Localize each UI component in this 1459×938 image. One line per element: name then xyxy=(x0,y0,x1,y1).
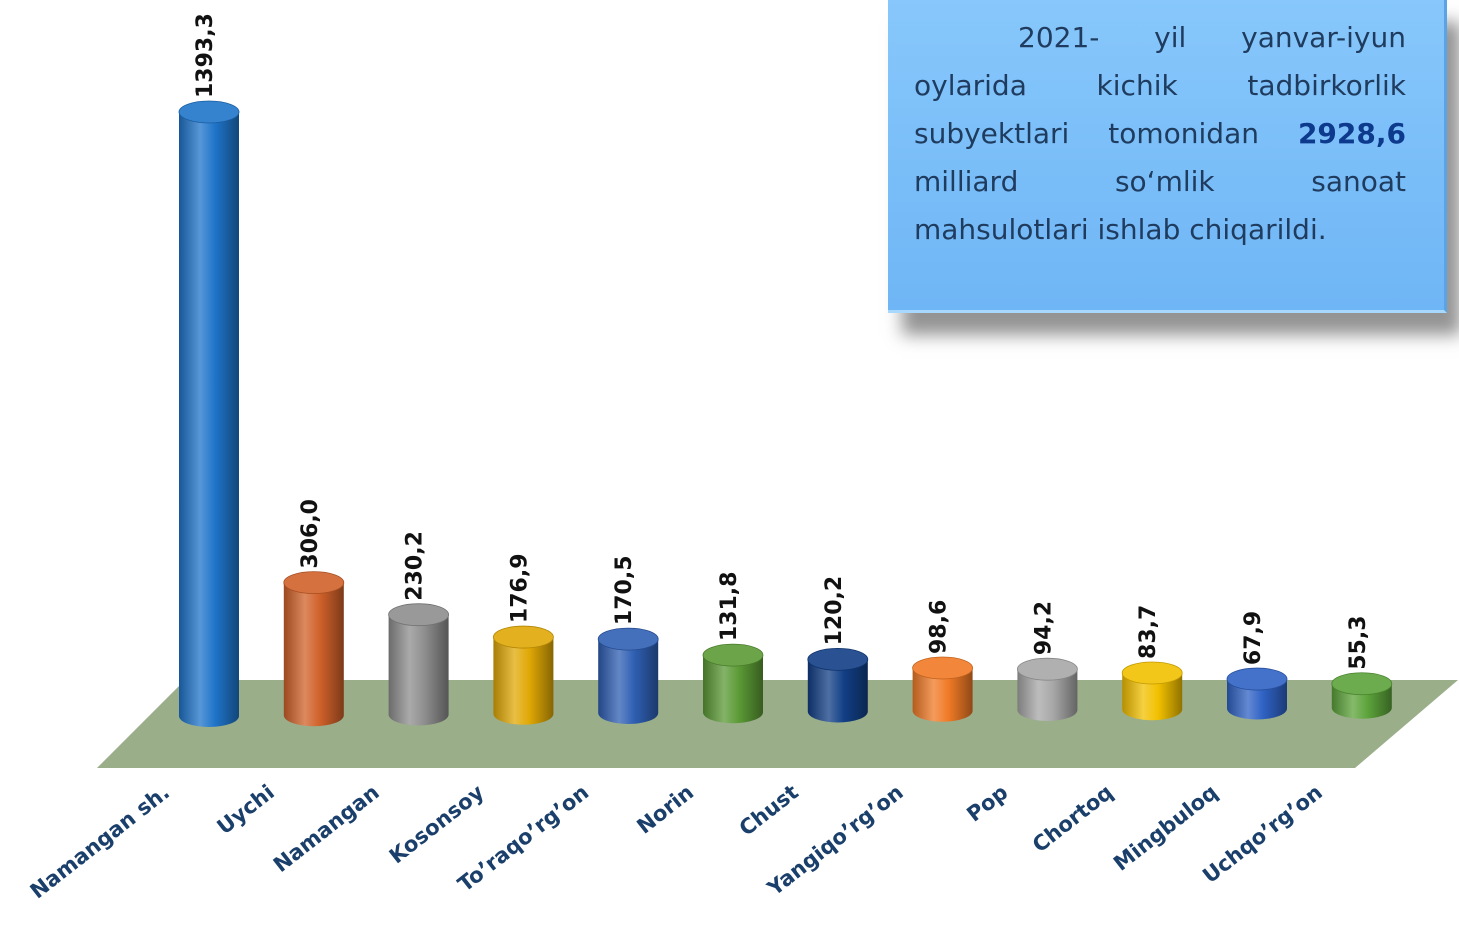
category-label: Uychi xyxy=(213,780,279,839)
bar-11 xyxy=(1226,667,1288,720)
bar-top xyxy=(493,625,554,649)
bar-3 xyxy=(388,603,450,726)
info-callout: 2021- yil yanvar-iyun oylarida kichik ta… xyxy=(888,0,1447,313)
bar-body xyxy=(703,655,763,724)
category-label: Chust xyxy=(735,780,803,841)
category-label: Namangan xyxy=(269,780,384,877)
info-text-start: 2021- yil yanvar-iyun oylarida kichik ta… xyxy=(914,21,1406,150)
bar-10 xyxy=(1121,661,1183,721)
bar-top xyxy=(1121,661,1183,685)
bar-top xyxy=(283,571,345,594)
category-label: Kosonsoy xyxy=(385,780,489,869)
bar-body xyxy=(1122,672,1183,721)
bar-top xyxy=(912,656,973,680)
value-labels-layer: 1393,3 306,0 230,2 176,9 170,5 131,8 120,2 98,6… xyxy=(193,13,1371,670)
value-label: 306,0 xyxy=(298,499,323,569)
value-label: 170,5 xyxy=(612,555,637,625)
bar-top xyxy=(178,100,240,124)
bar-7 xyxy=(807,647,869,723)
value-label: 131,8 xyxy=(717,572,742,642)
value-label: 67,9 xyxy=(1241,611,1266,665)
bar-top xyxy=(597,627,659,651)
bar-8 xyxy=(912,656,973,722)
bar-top xyxy=(702,643,764,667)
info-text: 2021- yil yanvar-iyun oylarida kichik ta… xyxy=(914,14,1406,254)
bar-top xyxy=(388,603,450,627)
bar-top xyxy=(1226,667,1288,691)
bar-1 xyxy=(178,100,240,727)
bar-body xyxy=(912,668,973,722)
bar-2 xyxy=(283,571,345,727)
bar-body xyxy=(493,637,554,725)
bar-body xyxy=(388,614,449,726)
bar-top xyxy=(807,647,869,671)
value-label: 120,2 xyxy=(822,576,847,646)
bar-body xyxy=(598,639,659,724)
bar-5 xyxy=(597,627,659,724)
category-label: Norin xyxy=(632,780,698,839)
bar-body xyxy=(1017,669,1078,721)
bar-body xyxy=(179,112,239,727)
info-total-value: 2928,6 xyxy=(1297,117,1406,150)
value-label: 230,2 xyxy=(403,531,428,601)
bar-body xyxy=(1227,679,1287,720)
value-label: 176,9 xyxy=(507,553,532,623)
info-text-end: milliard so‘mlik sanoat mahsulotlari ish… xyxy=(914,165,1406,246)
value-label: 55,3 xyxy=(1346,615,1371,669)
value-label: 1393,3 xyxy=(193,13,218,98)
category-label: Namangan sh. xyxy=(26,780,174,903)
bar-top xyxy=(1331,672,1393,696)
category-label: Mingbuloq xyxy=(1109,780,1222,876)
category-label: Chortoq xyxy=(1028,780,1117,857)
bar-top xyxy=(1017,657,1078,681)
bars-layer xyxy=(178,100,1393,727)
category-label: Pop xyxy=(962,780,1012,827)
bar-body xyxy=(283,582,344,727)
bar-6 xyxy=(702,643,764,724)
bar-9 xyxy=(1017,657,1078,721)
value-label: 83,7 xyxy=(1136,605,1161,659)
bar-12 xyxy=(1331,672,1393,719)
bar-body xyxy=(807,659,868,723)
value-label: 94,2 xyxy=(1031,601,1056,655)
value-label: 98,6 xyxy=(927,600,952,654)
bar-4 xyxy=(493,625,554,725)
